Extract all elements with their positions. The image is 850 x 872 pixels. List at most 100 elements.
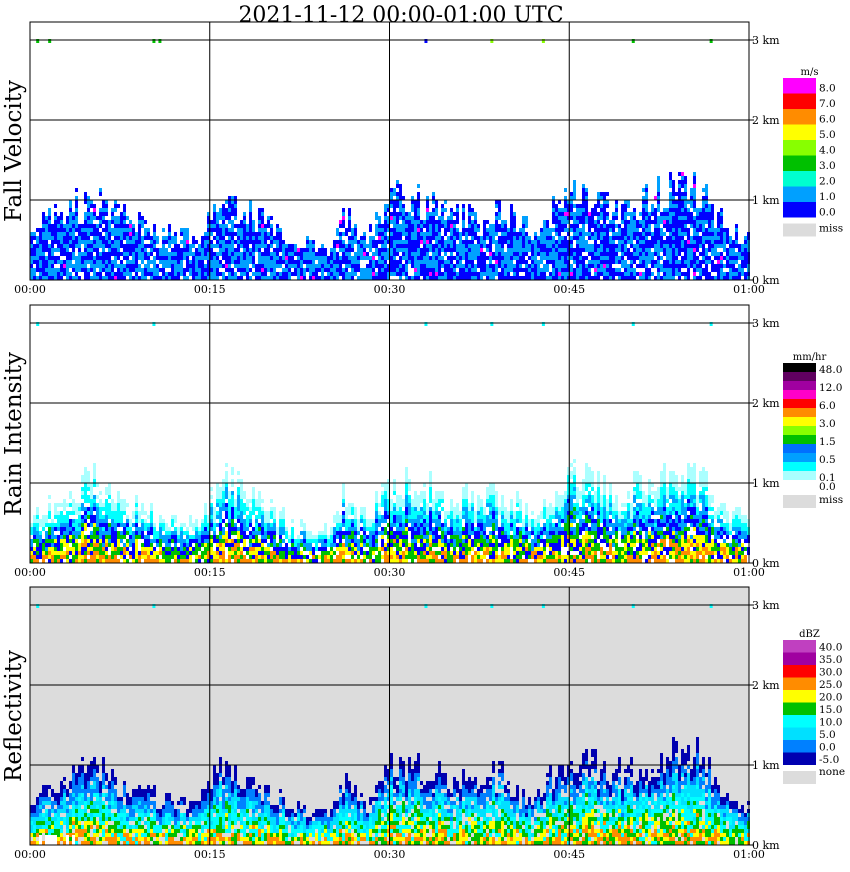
data-cell <box>693 248 696 252</box>
data-cell <box>375 543 378 547</box>
data-cell <box>150 248 153 252</box>
data-cell <box>480 244 483 248</box>
data-cell <box>720 208 723 212</box>
data-cell <box>669 268 672 272</box>
data-cell <box>270 252 273 256</box>
data-cell <box>129 523 132 527</box>
data-cell <box>240 240 243 244</box>
legend-swatch <box>783 156 816 172</box>
data-cell <box>258 232 261 236</box>
data-cell <box>300 555 303 559</box>
data-cell <box>42 252 45 256</box>
data-cell <box>60 555 63 559</box>
data-cell <box>63 531 66 535</box>
data-cell <box>282 240 285 244</box>
data-cell <box>501 260 504 264</box>
data-cell <box>384 264 387 268</box>
data-cell <box>252 236 255 240</box>
data-cell <box>255 539 258 543</box>
data-cell <box>192 547 195 551</box>
data-cell <box>243 268 246 272</box>
data-cell <box>315 252 318 256</box>
data-cell <box>438 256 441 260</box>
data-cell <box>33 272 36 276</box>
data-cell <box>243 519 246 523</box>
data-cell <box>213 204 216 208</box>
data-cell <box>132 260 135 264</box>
data-cell <box>468 216 471 220</box>
data-cell <box>477 248 480 252</box>
data-cell <box>639 220 642 224</box>
data-cell <box>531 252 534 256</box>
data-cell <box>549 256 552 260</box>
data-cell <box>540 260 543 264</box>
data-cell <box>246 240 249 244</box>
data-cell <box>324 539 327 543</box>
data-cell <box>309 256 312 260</box>
data-cell <box>111 499 114 503</box>
data-cell <box>732 272 735 276</box>
data-cell <box>672 244 675 248</box>
data-cell <box>39 547 42 551</box>
data-cell <box>495 252 498 256</box>
data-cell <box>582 248 585 252</box>
data-cell <box>117 519 120 523</box>
data-cell <box>357 268 360 272</box>
data-cell <box>384 543 387 547</box>
data-cell <box>372 240 375 244</box>
data-cell <box>276 224 279 228</box>
data-cell <box>306 252 309 256</box>
data-cell <box>543 256 546 260</box>
data-cell <box>603 200 606 204</box>
data-cell <box>660 236 663 240</box>
data-cell <box>618 268 621 272</box>
data-cell <box>375 264 378 268</box>
data-cell <box>282 523 285 527</box>
data-cell <box>303 256 306 260</box>
data-cell <box>252 547 255 551</box>
data-cell <box>591 264 594 268</box>
data-cell <box>600 196 603 200</box>
data-cell <box>306 260 309 264</box>
data-cell <box>300 248 303 252</box>
data-cell <box>438 272 441 276</box>
data-cell <box>129 244 132 248</box>
data-cell <box>597 232 600 236</box>
data-cell <box>153 248 156 252</box>
data-cell <box>222 495 225 499</box>
data-cell <box>63 539 66 543</box>
data-cell <box>180 228 183 232</box>
data-cell <box>201 252 204 256</box>
data-cell <box>123 264 126 268</box>
data-cell <box>342 212 345 216</box>
data-cell <box>426 212 429 216</box>
data-cell <box>90 555 93 559</box>
data-cell <box>264 228 267 232</box>
data-cell <box>63 252 66 256</box>
data-cell <box>678 236 681 240</box>
data-cell <box>87 547 90 551</box>
data-cell <box>153 224 156 228</box>
data-cell <box>54 204 57 208</box>
data-cell <box>486 244 489 248</box>
data-cell <box>435 244 438 248</box>
data-cell <box>549 236 552 240</box>
data-cell <box>132 228 135 232</box>
data-cell <box>438 260 441 264</box>
data-cell <box>102 260 105 264</box>
data-cell <box>144 555 147 559</box>
data-cell <box>591 212 594 216</box>
data-cell <box>144 511 147 515</box>
data-cell <box>171 515 174 519</box>
data-cell <box>108 491 111 495</box>
data-cell <box>408 232 411 236</box>
data-cell <box>276 559 279 563</box>
data-cell <box>363 523 366 527</box>
data-cell <box>561 240 564 244</box>
data-cell <box>393 256 396 260</box>
data-cell <box>234 252 237 256</box>
data-cell <box>210 220 213 224</box>
data-cell <box>171 248 174 252</box>
data-cell <box>390 228 393 232</box>
